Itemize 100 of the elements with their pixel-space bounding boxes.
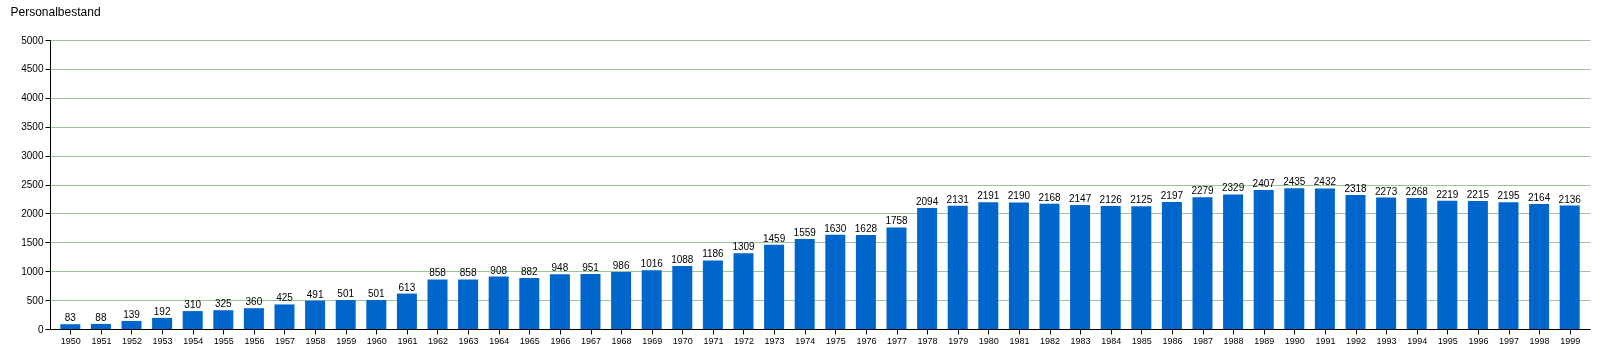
x-tick-label: 1965 [519,335,540,346]
x-tick-label: 1996 [1468,335,1489,346]
data-label: 1630 [824,222,847,234]
bar [611,272,632,329]
x-tick-label: 1976 [856,335,877,346]
data-label: 2126 [1099,194,1123,206]
bar [90,323,111,329]
bar [917,207,938,329]
data-label: 858 [459,267,477,279]
x-tick-label: 1957 [274,335,296,346]
x-tick-label: 1998 [1529,335,1550,346]
data-label: 613 [398,281,416,293]
x-tick-label: 1982 [1039,335,1061,346]
y-tick-label: 500 [26,294,44,306]
bar [1376,197,1397,329]
bar [1100,206,1121,329]
x-tick-label: 1983 [1070,335,1091,346]
data-label: 2190 [1007,190,1031,202]
y-axis-title: Personalbestand [10,4,101,19]
x-tick-label: 1967 [580,335,602,346]
x-tick-label: 1960 [366,335,387,346]
bar [60,324,81,329]
data-label: 501 [367,288,386,300]
data-label: 1758 [885,215,909,227]
x-tick-label: 1950 [60,335,81,346]
bar [213,310,234,329]
bar [396,293,417,329]
x-tick-label: 1974 [795,335,816,346]
x-tick-label: 1955 [213,335,234,346]
data-label: 2329 [1221,182,1245,194]
bar [1498,202,1519,329]
data-label: 2195 [1497,190,1521,202]
y-tick-label: 3500 [21,121,44,133]
bar [1437,200,1458,329]
bar [947,205,968,329]
y-tick-label: 2500 [21,179,44,190]
x-tick-label: 1961 [397,335,418,346]
bar [733,253,754,329]
y-tick-label: 0 [37,323,44,335]
bar [886,227,907,329]
bar [1253,189,1274,329]
bar [1559,205,1580,329]
x-tick-label: 1959 [336,335,357,346]
bar [1192,197,1213,329]
x-tick-label: 1994 [1407,335,1428,346]
x-tick-label: 1990 [1284,335,1305,346]
bar [978,202,999,329]
data-label: 882 [520,266,539,278]
x-tick-label: 1953 [152,335,173,346]
bar [1467,200,1488,329]
data-label: 2273 [1374,185,1398,197]
x-tick-label: 1977 [886,335,908,346]
data-label: 2131 [946,193,970,205]
bar [1345,195,1366,329]
data-label: 2168 [1038,191,1062,203]
data-label: 2147 [1068,192,1092,204]
data-label: 360 [245,296,263,308]
bar [794,238,815,329]
bar [366,300,387,329]
data-label: 2215 [1466,188,1490,200]
data-label: 139 [123,308,141,320]
bar [641,270,662,329]
data-label: 986 [612,260,630,272]
data-label: 1088 [671,254,694,266]
bar [764,244,785,329]
bar [1161,202,1182,329]
x-tick-label: 1963 [458,335,479,346]
data-label: 2268 [1405,185,1429,197]
data-label: 2219 [1436,188,1459,200]
data-label: 2164 [1527,191,1551,203]
bar [488,276,509,329]
data-label: 1559 [793,226,817,238]
bar [1131,206,1152,329]
data-label: 2094 [915,195,939,207]
data-label: 192 [153,305,171,317]
bar [335,300,356,329]
x-tick-label: 1989 [1254,335,1275,346]
x-tick-label: 1972 [733,335,755,346]
bar [274,304,295,329]
x-tick-label: 1993 [1376,335,1397,346]
data-label: 1186 [702,248,725,260]
bar [427,279,448,329]
data-label: 325 [214,298,233,310]
x-tick-label: 1984 [1101,335,1122,346]
x-tick-label: 1962 [427,335,449,346]
data-label: 951 [582,262,600,274]
data-label: 310 [184,299,202,311]
y-tick-label: 4000 [21,92,44,104]
x-tick-label: 1969 [642,335,663,346]
y-tick-label: 2000 [21,207,44,219]
x-tick-label: 1978 [917,335,938,346]
bar [672,266,693,329]
data-label: 2407 [1252,177,1276,189]
data-label: 2279 [1191,185,1215,197]
data-label: 2191 [977,190,1000,202]
x-tick-label: 1995 [1437,335,1458,346]
x-tick-label: 1964 [489,335,510,346]
x-tick-label: 1958 [305,335,326,346]
bar [305,300,326,329]
bar [1284,188,1305,329]
